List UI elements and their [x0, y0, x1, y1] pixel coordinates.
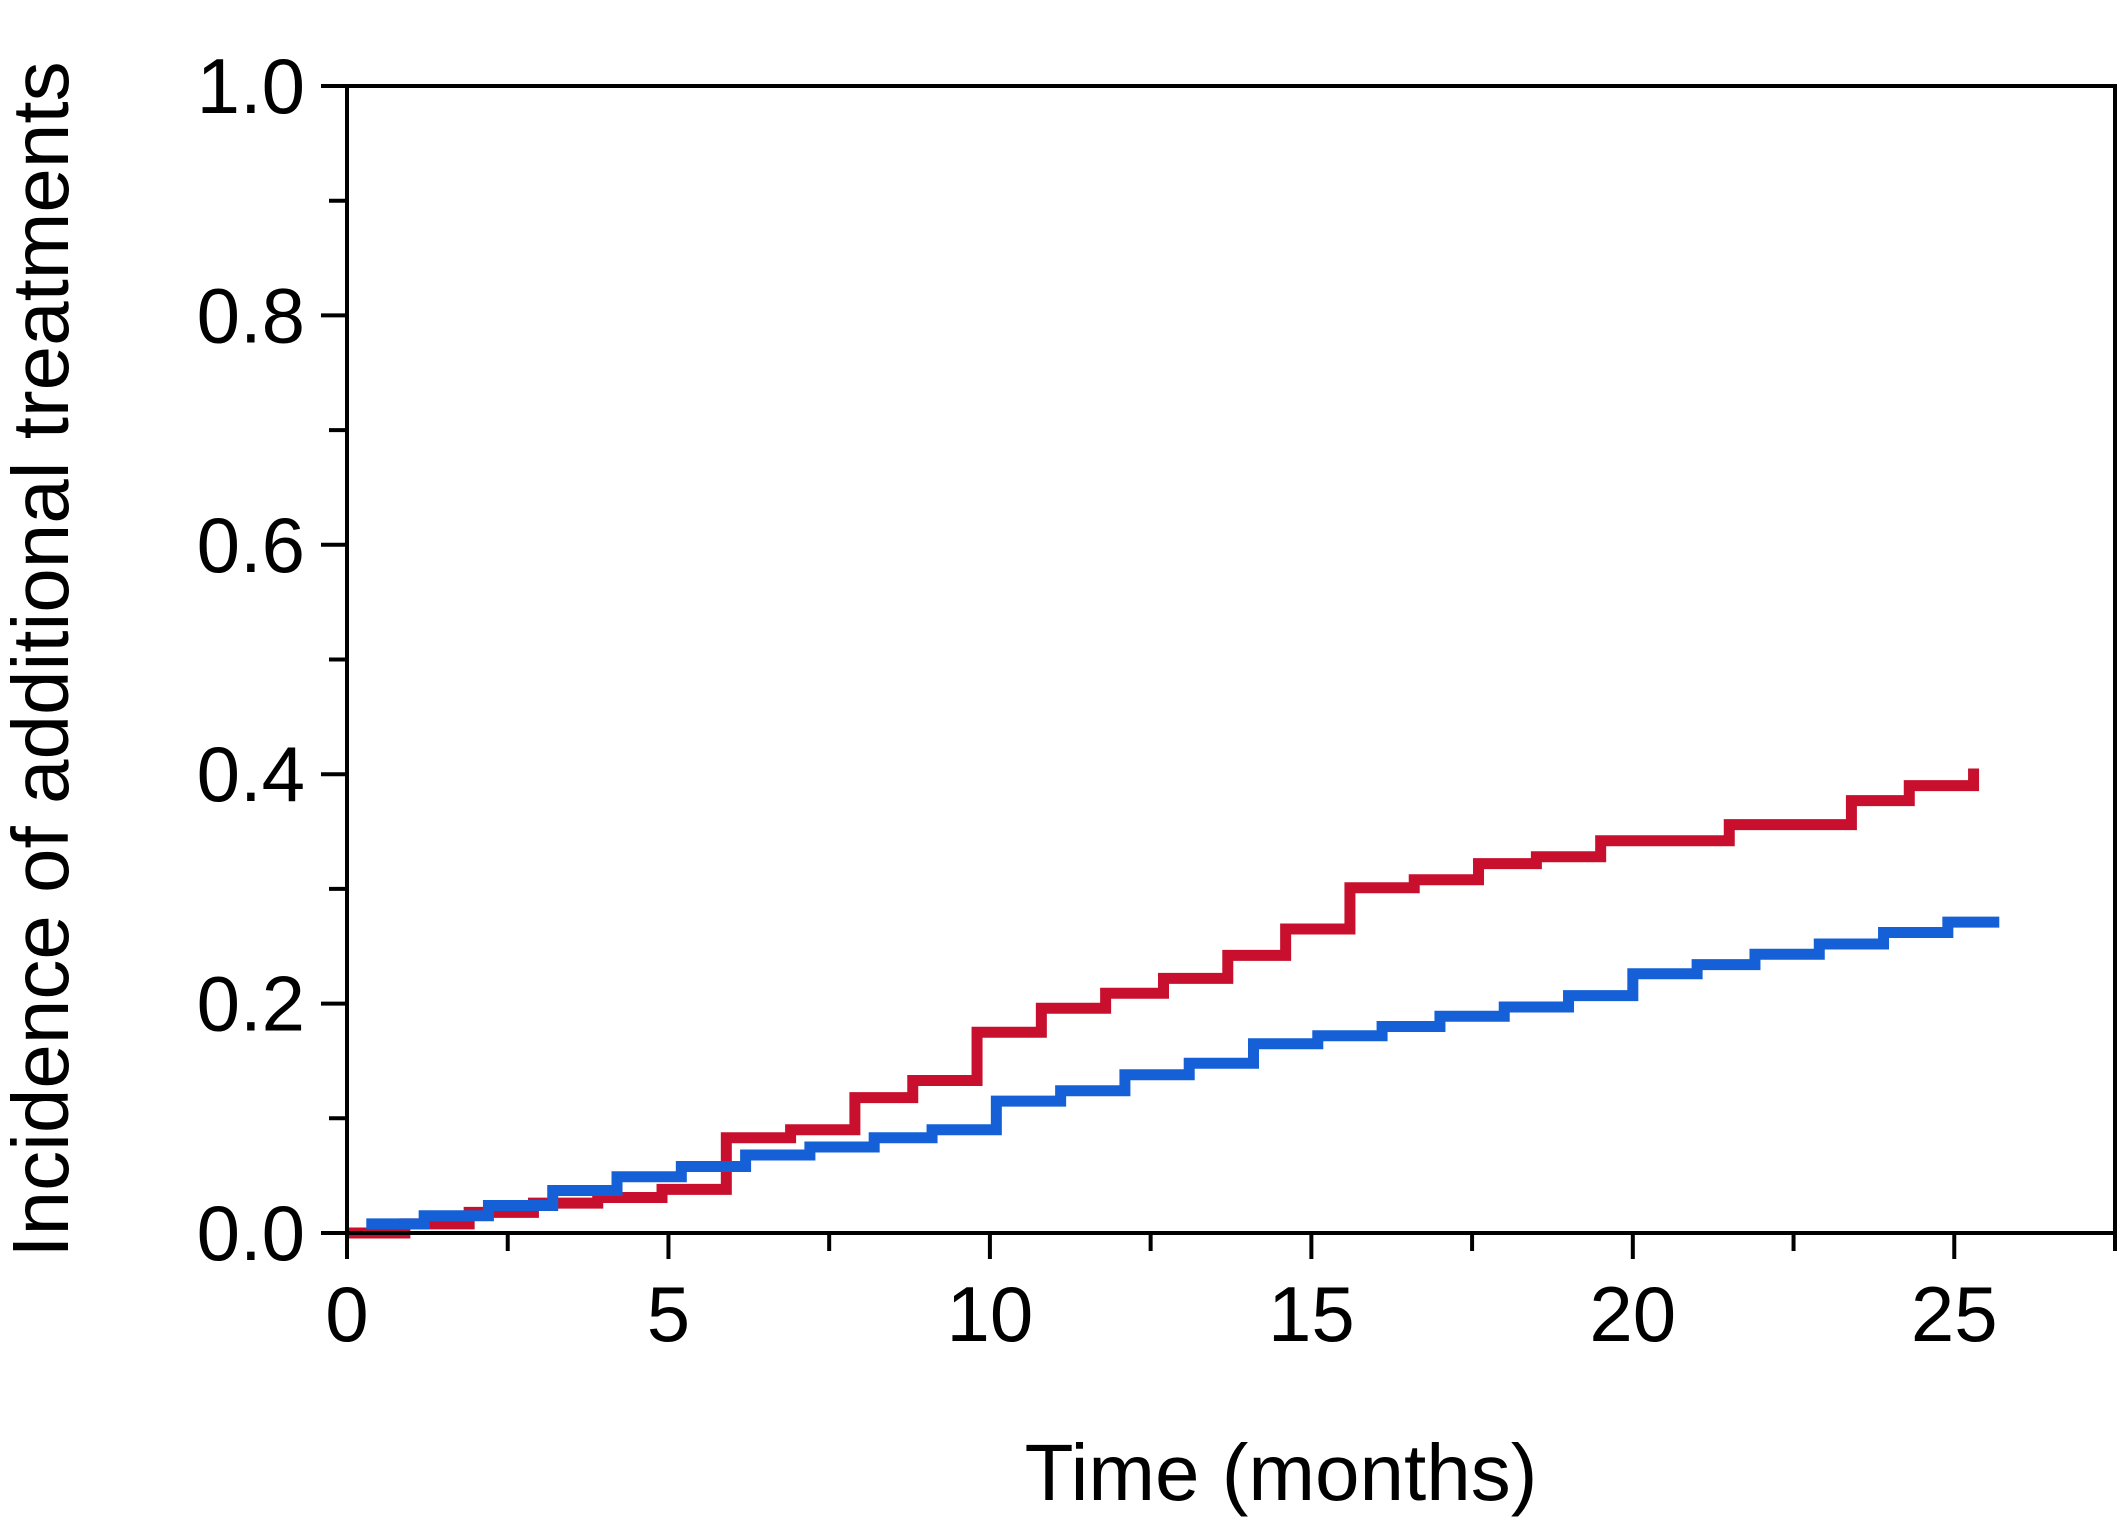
x-tick-label: 10 [947, 1270, 1034, 1358]
y-axis-title: Incidence of additional treatments [0, 61, 85, 1257]
x-tick-label: 15 [1268, 1270, 1355, 1358]
x-tick-label: 0 [325, 1270, 368, 1358]
y-tick-label: 0.6 [197, 501, 305, 589]
y-tick-label: 0.2 [197, 960, 305, 1048]
x-tick-label: 5 [647, 1270, 690, 1358]
series-1-line [347, 768, 1980, 1239]
y-tick-label: 0.4 [197, 730, 305, 818]
y-tick-label: 1.0 [197, 42, 305, 130]
y-tick-label: 0.0 [197, 1189, 305, 1277]
x-tick-label: 20 [1589, 1270, 1676, 1358]
x-axis-title: Time (months) [1025, 1428, 1538, 1517]
series-2-line [366, 916, 2000, 1230]
tick-label-layer: 0 5 10 15 20 25 0.0 0.2 0.4 0.6 0.8 1.0 [197, 42, 1998, 1358]
tick-layer [321, 84, 2117, 1259]
series-layer [347, 768, 2000, 1239]
x-tick-label: 25 [1911, 1270, 1998, 1358]
y-tick-label: 0.8 [197, 271, 305, 359]
